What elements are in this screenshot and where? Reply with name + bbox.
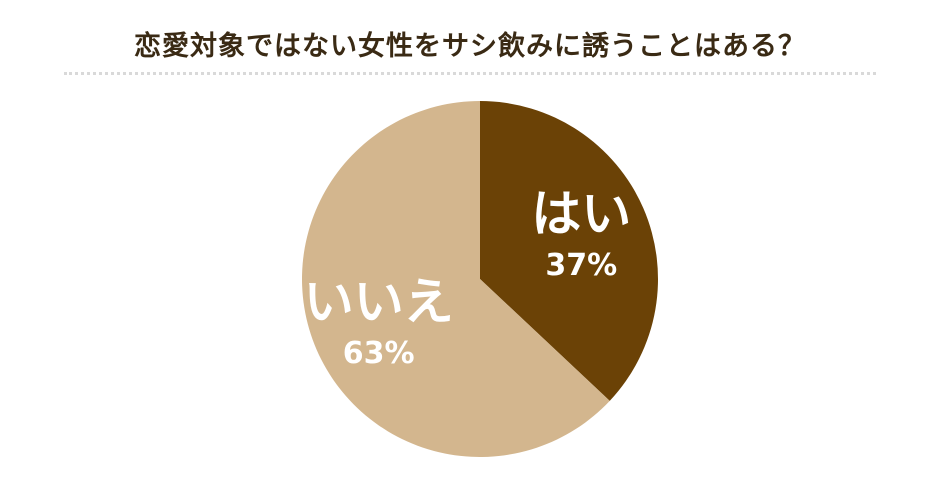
- slice-label-2: いいえ: [304, 273, 454, 331]
- slice-value-2: 63%: [343, 336, 415, 371]
- pie-slice-2: [302, 101, 610, 457]
- pie-slice-1: [480, 101, 658, 401]
- pie-labels: はい 37% いいえ 63%: [304, 185, 632, 371]
- chart-title: 恋愛対象ではない女性をサシ飲みに誘うことはある？: [134, 31, 806, 62]
- slice-value-1: 37%: [545, 248, 617, 283]
- slice-label-1: はい: [531, 185, 631, 243]
- title-divider: [64, 72, 876, 75]
- pie-slices: [302, 101, 658, 457]
